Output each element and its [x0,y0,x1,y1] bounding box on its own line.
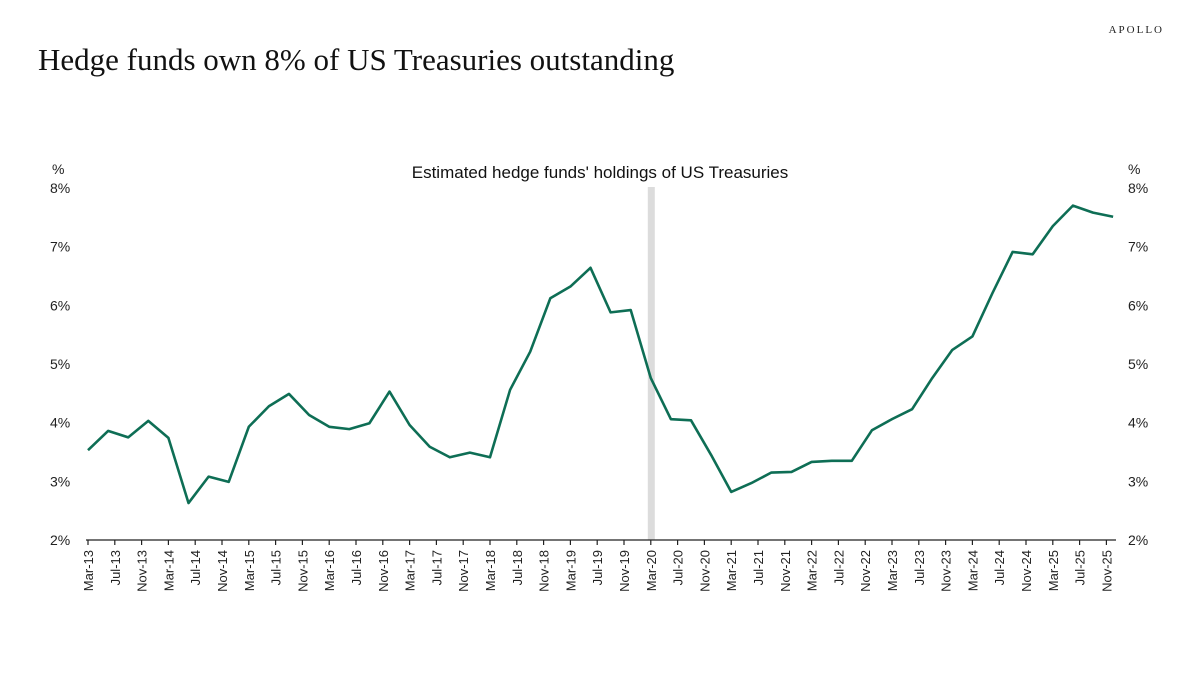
y-unit-right: % [1128,161,1140,177]
x-tick-label: Mar-14 [161,550,176,591]
page-title: Hedge funds own 8% of US Treasuries outs… [38,42,675,77]
x-tick-label: Nov-21 [778,550,793,592]
x-tick-label: Mar-16 [322,550,337,591]
y-tick-label-left: 7% [50,239,70,255]
y-tick-label-right: 2% [1128,532,1148,548]
x-tick-label: Jul-22 [831,550,846,585]
x-tick-label: Mar-18 [483,550,498,591]
y-tick-label-right: 8% [1128,180,1148,196]
y-tick-label-right: 3% [1128,473,1148,489]
x-tick-label: Nov-22 [858,550,873,592]
x-tick-label: Nov-24 [1019,550,1034,592]
x-tick-label: Jul-23 [912,550,927,585]
x-tick-label: Jul-18 [510,550,525,585]
x-tick-label: Nov-18 [537,550,552,592]
x-tick-label: Nov-20 [697,550,712,592]
x-tick-label: Jul-25 [1073,550,1088,585]
x-tick-label: Nov-15 [295,550,310,592]
x-tick-label: Mar-21 [724,550,739,591]
x-tick-label: Jul-19 [590,550,605,585]
y-tick-label-left: 6% [50,297,70,313]
x-tick-label: Mar-15 [242,550,257,591]
recession-shading [647,187,655,540]
x-tick-label: Jul-15 [269,550,284,585]
x-tick-label: Nov-25 [1099,550,1114,592]
x-tick-label: Nov-13 [135,550,150,592]
x-tick-label: Jul-13 [108,550,123,585]
y-tick-label-right: 5% [1128,356,1148,372]
series-line [87,204,1114,505]
y-tick-label-left: 2% [50,532,70,548]
x-tick-label: Mar-25 [1046,550,1061,591]
chart-title: Estimated hedge funds' holdings of US Tr… [412,163,789,182]
x-tick-label: Mar-20 [644,550,659,591]
x-tick-label: Mar-22 [805,550,820,591]
x-tick-label: Mar-19 [563,550,578,591]
y-tick-label-left: 8% [50,180,70,196]
x-tick-label: Nov-23 [939,550,954,592]
x-tick-label: Nov-14 [215,550,230,592]
x-tick-label: Mar-13 [81,550,96,591]
x-tick-label: Nov-16 [376,550,391,592]
x-tick-label: Jul-17 [429,550,444,585]
x-tick-label: Jul-24 [992,550,1007,585]
y-tick-label-left: 5% [50,356,70,372]
x-tick-label: Nov-17 [456,550,471,592]
y-unit-left: % [52,161,64,177]
x-tick-label: Jul-20 [671,550,686,585]
x-tick-label: Mar-17 [403,550,418,591]
y-tick-label-left: 3% [50,473,70,489]
x-tick-label: Mar-24 [965,550,980,591]
apollo-logo: APOLLO [1108,24,1164,36]
x-tick-label: Jul-14 [188,550,203,585]
x-tick-label: Jul-21 [751,550,766,585]
x-tick-label: Mar-23 [885,550,900,591]
y-tick-label-right: 4% [1128,415,1148,431]
y-tick-label-right: 6% [1128,297,1148,313]
x-tick-label: Jul-16 [349,550,364,585]
x-tick-label: Nov-19 [617,550,632,592]
y-tick-label-left: 4% [50,415,70,431]
y-tick-label-right: 7% [1128,239,1148,255]
